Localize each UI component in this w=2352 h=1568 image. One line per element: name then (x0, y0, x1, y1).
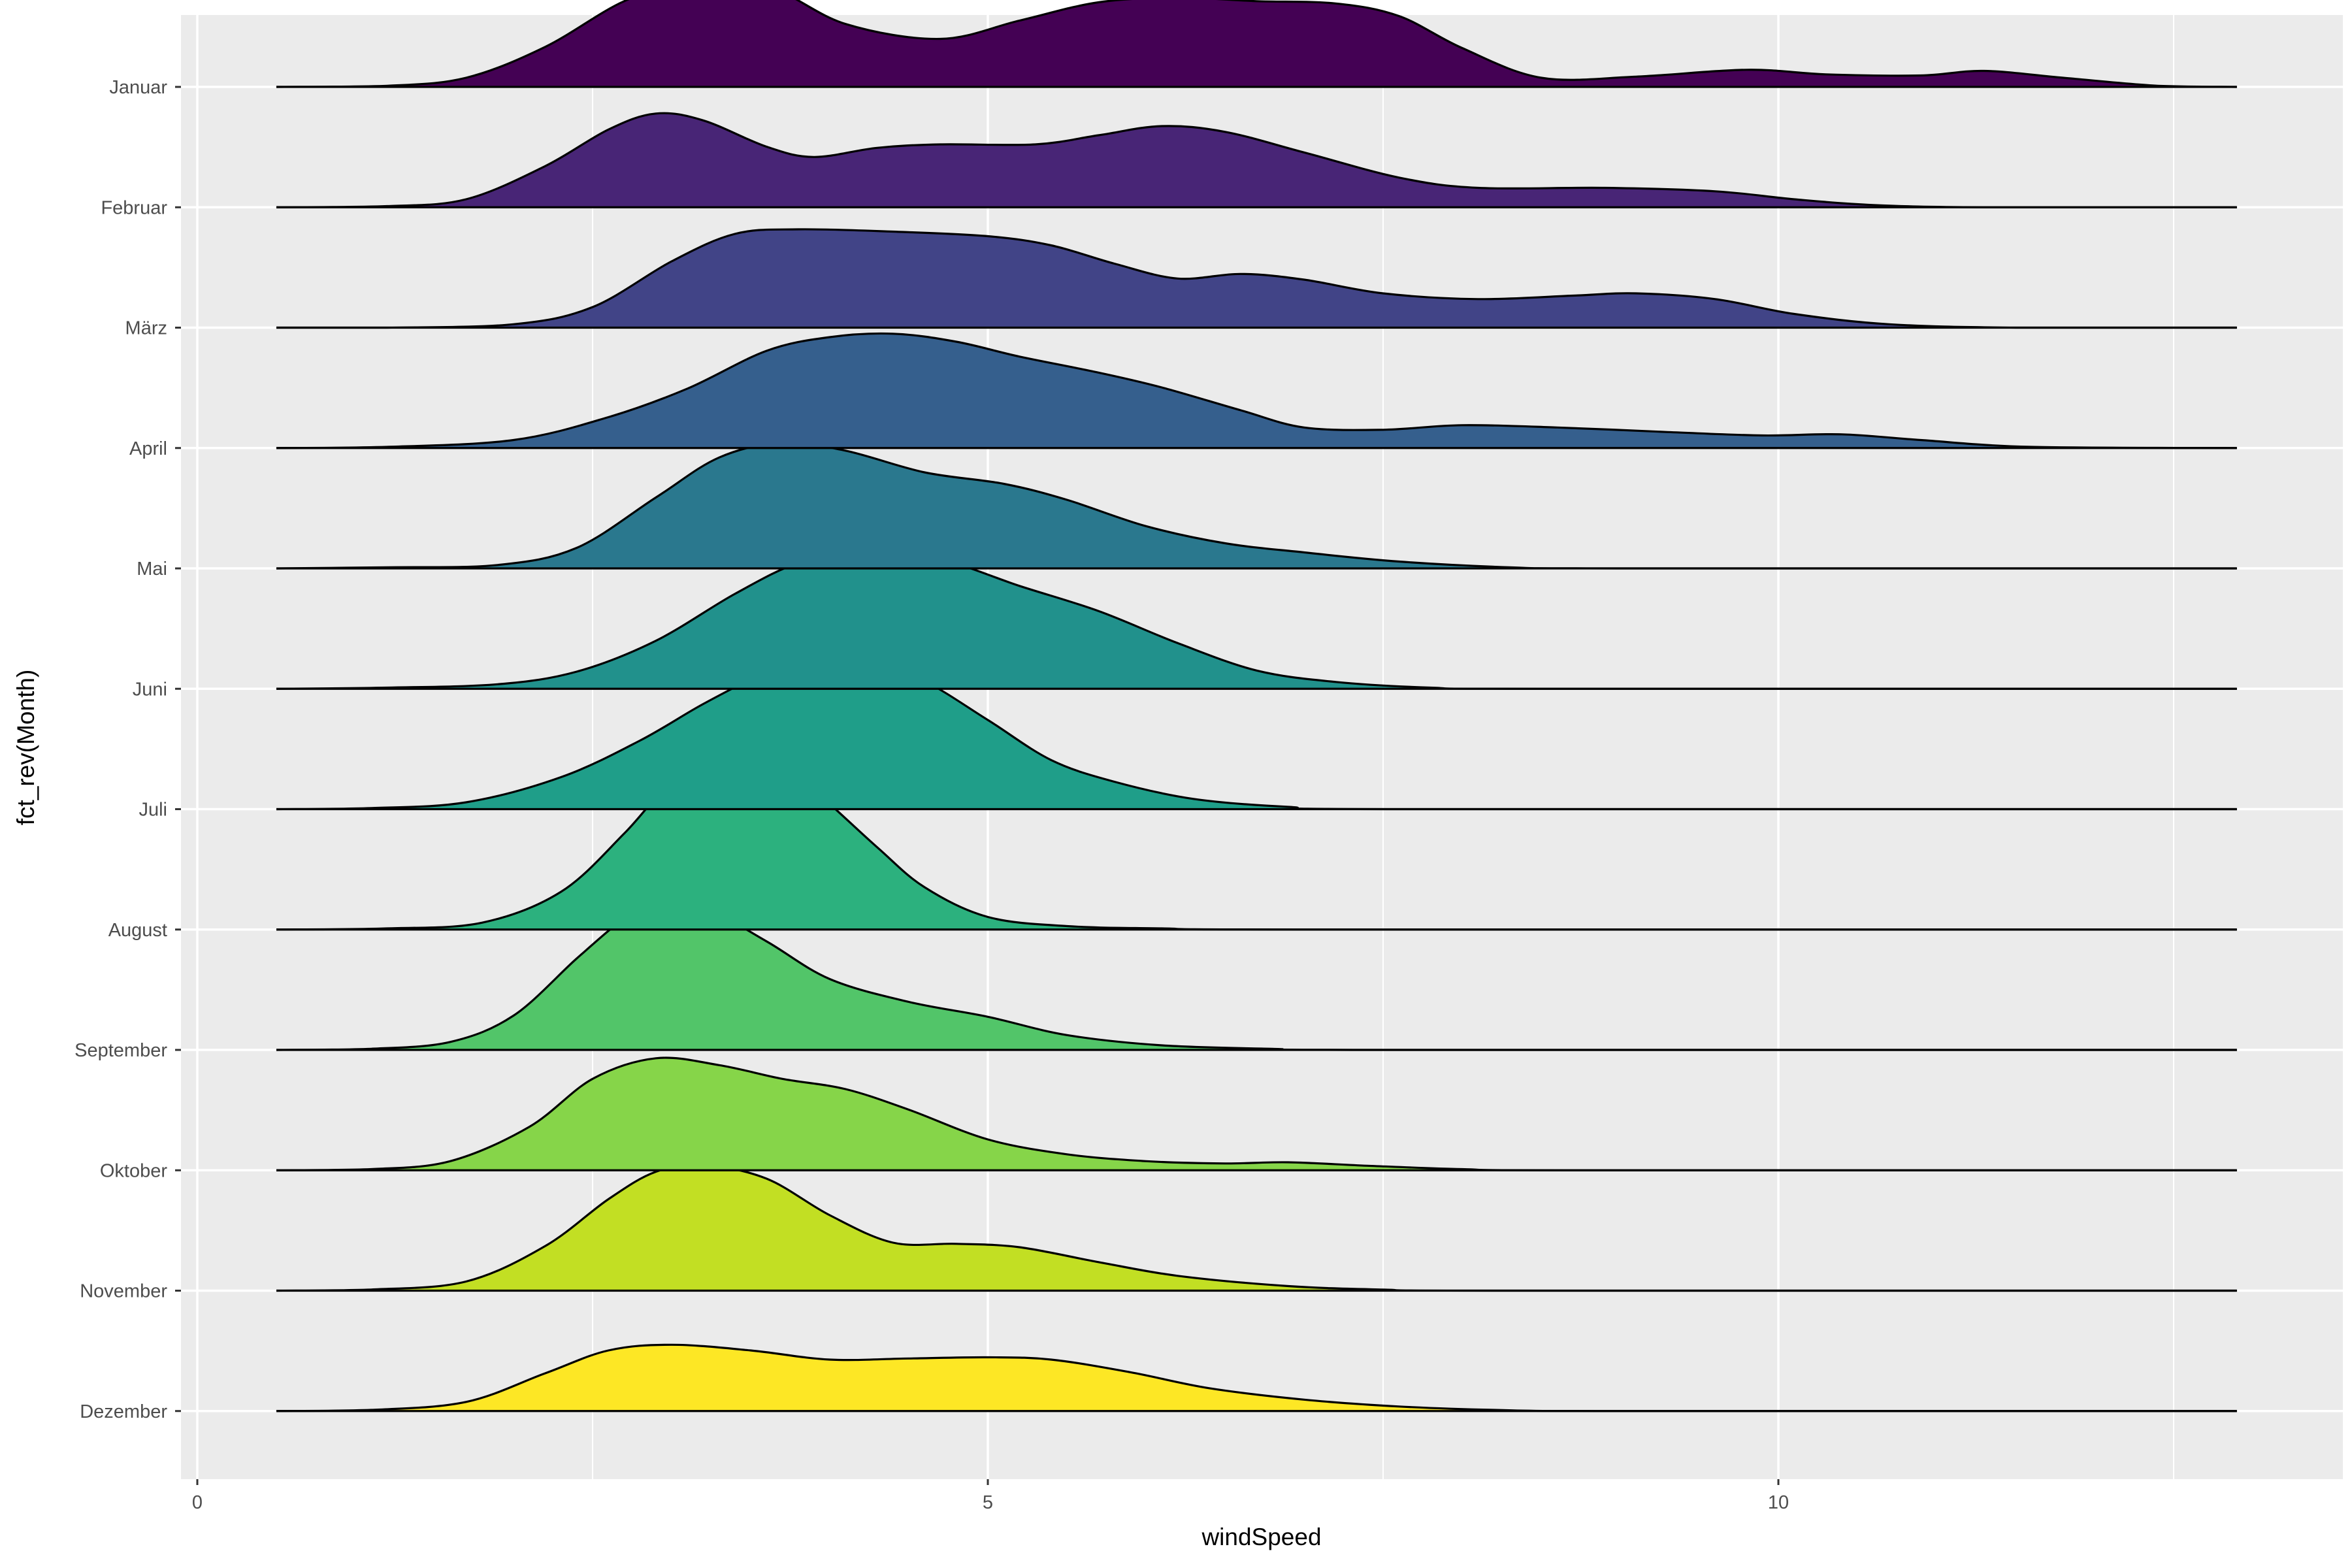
ridge-dezember (276, 1343, 2237, 1413)
x-tick-label: 0 (192, 1492, 203, 1513)
y-tick-label: Oktober (100, 1160, 167, 1181)
ridge-outline (276, 332, 2237, 449)
ridge-fill (276, 1345, 2237, 1411)
ridge-fill (276, 113, 2237, 208)
x-axis-title: windSpeed (1201, 1524, 1321, 1550)
plot-panel (181, 15, 2343, 1479)
y-tick-label: April (129, 438, 167, 459)
y-tick-label: November (80, 1281, 167, 1302)
y-tick-label: Mai (137, 559, 167, 580)
y-tick-label: August (108, 920, 167, 941)
ridge-fill (276, 442, 2237, 568)
ridge-januar (276, 0, 2237, 88)
ridge-fill (276, 551, 2237, 689)
y-tick-label: März (125, 318, 167, 339)
y-tick-label: Januar (109, 77, 167, 98)
ridge-fill (276, 900, 2237, 1050)
y-axis: Januar Februar März April Mai Juni Juli August S… (74, 77, 181, 1422)
ridge-september (276, 899, 2237, 1051)
ridge-fill (276, 0, 2237, 87)
ridge-oktober (276, 1056, 2237, 1171)
ridge-juni (276, 550, 2237, 690)
y-tick-label: Dezember (80, 1401, 167, 1422)
ridge-november (276, 1164, 2237, 1292)
ridge-fill (276, 1057, 2237, 1171)
ridge-outline (276, 228, 2237, 329)
ridge-februar (276, 112, 2237, 208)
y-axis-title: fct_rev(Month) (12, 670, 39, 826)
x-axis: 0 5 10 (192, 1479, 1789, 1513)
ridge-april (276, 332, 2237, 449)
y-tick-label: Februar (101, 197, 167, 218)
ridge-fill (276, 333, 2237, 448)
ridge-fill (276, 653, 2237, 809)
ridges (276, 0, 2237, 1413)
ridge-outline (276, 112, 2237, 208)
ridge-outline (276, 0, 2237, 88)
ridge-fill (276, 229, 2237, 328)
x-tick-label: 10 (1768, 1492, 1789, 1513)
y-tick-label: September (74, 1040, 167, 1061)
ridge-juli (276, 651, 2237, 811)
ridge-fill (276, 1164, 2237, 1291)
y-tick-label: Juni (133, 679, 167, 700)
y-tick-label: Juli (139, 800, 167, 821)
ridge-mai (276, 441, 2237, 570)
ridge-märz (276, 228, 2237, 329)
x-tick-label: 5 (983, 1492, 993, 1513)
